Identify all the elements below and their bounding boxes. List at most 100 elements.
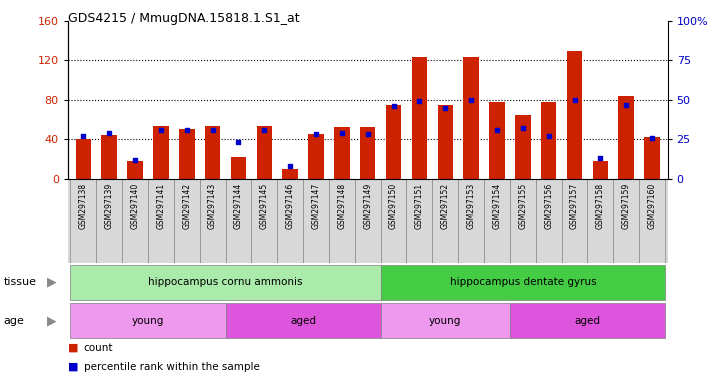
Text: GSM297159: GSM297159 — [622, 183, 630, 229]
Text: GSM297152: GSM297152 — [441, 183, 450, 229]
Bar — [101, 135, 117, 179]
Point — [413, 98, 425, 104]
Bar — [618, 96, 634, 179]
Bar — [308, 134, 323, 179]
Text: GSM297157: GSM297157 — [570, 183, 579, 229]
Bar — [96, 179, 122, 263]
Text: GSM297160: GSM297160 — [648, 183, 657, 229]
Point — [181, 127, 193, 133]
Bar — [174, 179, 200, 263]
Text: GSM297153: GSM297153 — [467, 183, 476, 229]
Bar — [71, 265, 381, 300]
Point — [155, 127, 166, 133]
Text: GSM297150: GSM297150 — [389, 183, 398, 229]
Bar — [355, 179, 381, 263]
Text: GSM297138: GSM297138 — [79, 183, 88, 229]
Text: GSM297142: GSM297142 — [182, 183, 191, 229]
Bar — [179, 129, 194, 179]
Bar — [406, 179, 433, 263]
Bar — [76, 139, 91, 179]
Bar — [567, 51, 583, 179]
Bar — [148, 179, 174, 263]
Bar — [303, 179, 329, 263]
Bar — [639, 179, 665, 263]
Bar — [381, 179, 406, 263]
Text: GSM297149: GSM297149 — [363, 183, 372, 229]
Point — [388, 103, 399, 109]
Bar — [381, 303, 510, 338]
Point — [129, 157, 141, 163]
Text: GSM297147: GSM297147 — [311, 183, 321, 229]
Text: hippocampus dentate gyrus: hippocampus dentate gyrus — [450, 277, 596, 287]
Bar — [484, 179, 510, 263]
Text: count: count — [84, 343, 113, 353]
Bar — [458, 179, 484, 263]
Text: percentile rank within the sample: percentile rank within the sample — [84, 362, 259, 372]
Bar — [541, 102, 556, 179]
Point — [569, 97, 580, 103]
Bar — [438, 105, 453, 179]
Text: aged: aged — [290, 316, 316, 326]
Point — [233, 139, 244, 146]
Bar — [329, 179, 355, 263]
Bar — [644, 137, 660, 179]
Point — [620, 101, 632, 108]
Point — [466, 97, 477, 103]
Bar — [71, 303, 226, 338]
Text: young: young — [429, 316, 461, 326]
Bar — [536, 179, 562, 263]
Text: aged: aged — [575, 316, 600, 326]
Bar — [122, 179, 148, 263]
Text: ■: ■ — [68, 343, 79, 353]
Bar — [153, 126, 169, 179]
Text: GSM297143: GSM297143 — [208, 183, 217, 229]
Bar — [510, 303, 665, 338]
Point — [311, 131, 322, 137]
Bar — [515, 114, 531, 179]
Bar — [613, 179, 639, 263]
Point — [517, 125, 528, 131]
Bar — [127, 161, 143, 179]
Point — [440, 105, 451, 111]
Text: GDS4215 / MmugDNA.15818.1.S1_at: GDS4215 / MmugDNA.15818.1.S1_at — [68, 12, 299, 25]
Bar — [593, 161, 608, 179]
Bar — [489, 102, 505, 179]
Point — [362, 131, 373, 137]
Point — [284, 163, 296, 169]
Bar — [283, 169, 298, 179]
Point — [543, 133, 554, 139]
Text: GSM297148: GSM297148 — [337, 183, 346, 229]
Text: GSM297155: GSM297155 — [518, 183, 528, 229]
Bar — [205, 126, 221, 179]
Bar — [251, 179, 277, 263]
Bar — [226, 179, 251, 263]
Bar — [381, 265, 665, 300]
Text: age: age — [4, 316, 24, 326]
Point — [258, 127, 270, 133]
Point — [336, 130, 348, 136]
Text: GSM297141: GSM297141 — [156, 183, 166, 229]
Text: GSM297139: GSM297139 — [105, 183, 114, 229]
Text: ■: ■ — [68, 362, 79, 372]
Text: GSM297156: GSM297156 — [544, 183, 553, 229]
Point — [104, 130, 115, 136]
Text: tissue: tissue — [4, 277, 36, 287]
Text: ▶: ▶ — [46, 276, 56, 289]
Point — [595, 155, 606, 161]
Bar — [386, 105, 401, 179]
Text: GSM297146: GSM297146 — [286, 183, 295, 229]
Point — [207, 127, 218, 133]
Bar — [334, 127, 350, 179]
Point — [646, 134, 658, 141]
Bar — [231, 157, 246, 179]
Bar — [226, 303, 381, 338]
Bar — [360, 127, 376, 179]
Bar — [256, 126, 272, 179]
Bar — [588, 179, 613, 263]
Bar — [277, 179, 303, 263]
Text: GSM297144: GSM297144 — [234, 183, 243, 229]
Bar — [200, 179, 226, 263]
Text: GSM297154: GSM297154 — [493, 183, 501, 229]
Bar — [412, 56, 427, 179]
Text: GSM297145: GSM297145 — [260, 183, 268, 229]
